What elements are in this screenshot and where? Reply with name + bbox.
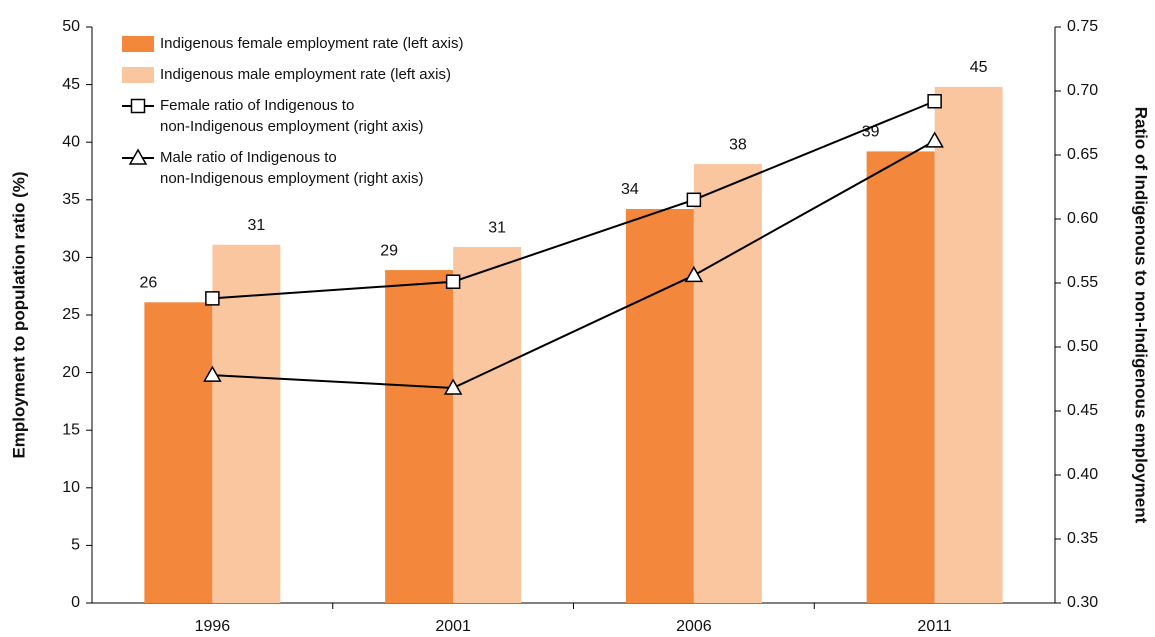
line: [212, 140, 936, 389]
value-label: 34: [621, 181, 639, 198]
marker: [925, 131, 944, 148]
legend-swatch: [122, 67, 154, 83]
y2-tick-label: 0.75: [1067, 18, 1098, 35]
bar: [144, 302, 213, 603]
legend-label: Indigenous female employment rate (left …: [160, 35, 463, 52]
y2-tick-label: 0.60: [1067, 210, 1098, 227]
marker: [686, 192, 702, 208]
y-tick-label: 50: [62, 18, 80, 35]
y-tick-label: 20: [62, 364, 80, 381]
x-tick-label: 2011: [917, 618, 952, 635]
y-axis-title: Employment to population ratio (%): [9, 171, 28, 458]
bar: [625, 209, 694, 604]
legend-marker: [128, 148, 148, 165]
value-label: 39: [862, 124, 880, 141]
bar: [453, 247, 522, 604]
y2-tick-label: 0.40: [1067, 466, 1098, 483]
y-tick-label: 10: [62, 479, 80, 496]
bar: [385, 270, 454, 603]
value-label: 29: [380, 242, 398, 259]
y-tick-label: 30: [62, 249, 80, 266]
marker: [203, 365, 222, 382]
marker: [443, 378, 463, 395]
x-tick-label: 2001: [435, 618, 471, 635]
bar: [212, 244, 281, 603]
value-label: 31: [488, 219, 506, 236]
y2-tick-label: 0.55: [1067, 274, 1098, 291]
y2-tick-label: 0.30: [1067, 594, 1098, 611]
y2-tick-label: 0.65: [1067, 146, 1098, 163]
y-tick-label: 25: [62, 306, 80, 323]
x-tick-label: 2006: [676, 618, 712, 635]
marker: [205, 291, 220, 306]
value-label: 45: [970, 59, 988, 76]
legend-label: Female ratio of Indigenous to non-Indigen…: [160, 97, 423, 135]
x-tick-label: 1996: [195, 618, 231, 635]
legend-label: Male ratio of Indigenous to non-Indigenou…: [160, 149, 423, 187]
value-label: 26: [139, 275, 157, 292]
y2-axis-title: Ratio of Indigenous to non-Indigenous em…: [1132, 107, 1151, 524]
y-tick-label: 5: [71, 537, 80, 554]
y-tick-label: 40: [62, 133, 80, 150]
value-label: 38: [729, 136, 747, 153]
y2-tick-label: 0.35: [1067, 530, 1098, 547]
value-label: 31: [247, 217, 265, 234]
marker: [684, 265, 704, 283]
bar: [866, 151, 935, 603]
marker: [927, 93, 942, 109]
legend-swatch: [122, 36, 154, 52]
legend-label: Indigenous male employment rate (left ax…: [160, 66, 451, 83]
y2-tick-label: 0.50: [1067, 338, 1098, 355]
y-tick-label: 0: [71, 594, 80, 611]
line: [212, 100, 936, 300]
legend-marker: [130, 98, 146, 114]
y-tick-label: 15: [62, 421, 80, 438]
y-tick-label: 45: [62, 76, 80, 93]
bar: [934, 86, 1003, 604]
y2-tick-label: 0.45: [1067, 402, 1098, 419]
y-tick-label: 35: [62, 191, 80, 208]
y2-tick-label: 0.70: [1067, 82, 1098, 99]
marker: [445, 274, 461, 289]
bar: [693, 164, 762, 603]
